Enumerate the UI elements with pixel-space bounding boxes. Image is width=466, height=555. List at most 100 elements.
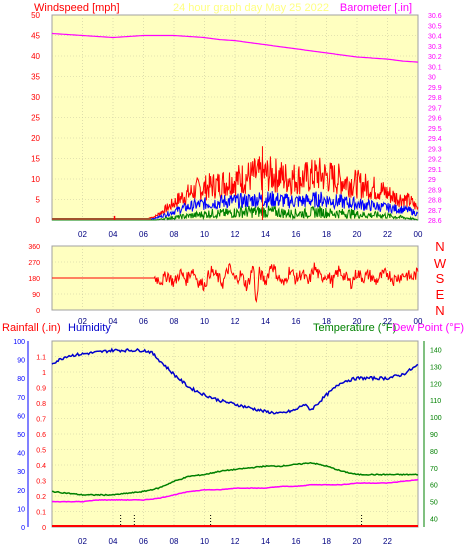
bottom-hour-tick-label: 06 — [139, 537, 148, 546]
humidity-tick-label: 30 — [17, 469, 25, 476]
barometer-tick-label: 29.4 — [428, 136, 442, 143]
series-dew-point — [51, 478, 419, 503]
rainfall-tick-label: 0.6 — [36, 432, 46, 439]
direction-label-w: W — [434, 256, 447, 271]
windspeed-tick-label: 40 — [31, 52, 40, 61]
axis-labels: 0510152025303540455028.628.728.828.92929… — [13, 11, 441, 546]
direction-tick-label: 0 — [36, 308, 40, 315]
barometer-tick-label: 30.5 — [428, 23, 442, 30]
direction-label-s: S — [436, 271, 445, 286]
rainfall-tick-label: 0 — [42, 525, 46, 532]
windspeed-tick-label: 50 — [31, 11, 40, 20]
direction-tick-label: 180 — [28, 276, 40, 283]
barometer-tick-label: 29.9 — [428, 85, 442, 92]
top-hour-tick-label: 06 — [139, 230, 148, 239]
series-barometer — [51, 32, 419, 63]
bottom-hour-tick-label: 16 — [292, 537, 301, 546]
barometer-tick-label: 28.8 — [428, 198, 442, 205]
humidity-tick-label: 50 — [17, 432, 25, 439]
barometer-tick-label: 29.2 — [428, 157, 442, 164]
barometer-tick-label: 29.1 — [428, 167, 442, 174]
windspeed-tick-label: 5 — [36, 196, 41, 205]
windspeed-tick-label: 0 — [36, 216, 41, 225]
barometer-tick-label: 30.1 — [428, 64, 442, 71]
windspeed-tick-label: 30 — [31, 93, 40, 102]
bottom-hour-tick-label: 08 — [170, 537, 179, 546]
direction-label-e: E — [436, 287, 445, 302]
temperature-tick-label: 80 — [430, 449, 438, 456]
barometer-tick-label: 30.4 — [428, 34, 442, 41]
windspeed-tick-label: 20 — [31, 134, 40, 143]
humidity-tick-label: 90 — [17, 358, 25, 365]
rainfall-tick-label: 0.8 — [36, 401, 46, 408]
grid-lines — [52, 15, 418, 527]
direction-hour-tick-label: 04 — [109, 317, 118, 326]
rainfall-tick-label: 1 — [42, 370, 46, 377]
bottom-hour-tick-label: 14 — [261, 537, 270, 546]
temperature-label: Temperature (°F) — [313, 322, 396, 334]
temperature-tick-label: 130 — [430, 364, 442, 371]
rainfall-tick-label: 0.7 — [36, 417, 46, 424]
top-hour-tick-label: 10 — [200, 230, 209, 239]
barometer-tick-label: 29.3 — [428, 146, 442, 153]
top-hour-tick-label: 08 — [170, 230, 179, 239]
top-hour-tick-label: 02 — [78, 230, 87, 239]
barometer-tick-label: 30.2 — [428, 54, 442, 61]
barometer-tick-label: 29.8 — [428, 95, 442, 102]
barometer-tick-label: 30.6 — [428, 13, 442, 20]
rainfall-label: Rainfall (.in) — [2, 322, 61, 334]
barometer-tick-label: 29.6 — [428, 116, 442, 123]
dew-point-label: Dew Point (°F) — [392, 322, 464, 334]
windspeed-tick-label: 45 — [31, 32, 40, 41]
bottom-hour-tick-label: 04 — [109, 537, 118, 546]
barometer-tick-label: 30.3 — [428, 44, 442, 51]
direction-hour-tick-label: 20 — [353, 317, 362, 326]
temperature-tick-label: 100 — [430, 415, 442, 422]
rainfall-tick-label: 0.2 — [36, 494, 46, 501]
temperature-tick-label: 140 — [430, 347, 442, 354]
windspeed-tick-label: 35 — [31, 73, 40, 82]
rainfall-tick-label: 1.1 — [36, 355, 46, 362]
humidity-tick-label: 20 — [17, 488, 25, 495]
humidity-tick-label: 40 — [17, 451, 25, 458]
bottom-hour-tick-label: 12 — [231, 537, 240, 546]
series-humidity — [51, 347, 419, 415]
direction-hour-tick-label: 12 — [231, 317, 240, 326]
direction-hour-tick-label: 08 — [170, 317, 179, 326]
temperature-tick-label: 120 — [430, 381, 442, 388]
rainfall-tick-label: 0.9 — [36, 386, 46, 393]
direction-tick-label: 270 — [28, 260, 40, 267]
temperature-tick-label: 70 — [430, 466, 438, 473]
top-hour-tick-label: 14 — [261, 230, 270, 239]
direction-hour-tick-label: 18 — [322, 317, 331, 326]
direction-labels: N W S E N — [434, 239, 447, 318]
barometer-tick-label: 28.7 — [428, 208, 442, 215]
temperature-tick-label: 40 — [430, 517, 438, 524]
humidity-tick-label: 10 — [17, 506, 25, 513]
barometer-tick-label: 29 — [428, 177, 436, 184]
direction-tick-label: 360 — [28, 244, 40, 251]
direction-hour-tick-label: 02 — [78, 317, 87, 326]
top-hour-tick-label: 20 — [353, 230, 362, 239]
bottom-hour-tick-label: 20 — [353, 537, 362, 546]
direction-tick-label: 90 — [32, 292, 40, 299]
windspeed-title: Windspeed [mph] — [34, 2, 120, 14]
humidity-tick-label: 80 — [17, 376, 25, 383]
direction-hour-tick-label: 06 — [139, 317, 148, 326]
top-hour-tick-label: 04 — [109, 230, 118, 239]
bottom-hour-tick-label: 22 — [383, 537, 392, 546]
barometer-tick-label: 29.5 — [428, 126, 442, 133]
humidity-tick-label: 60 — [17, 413, 25, 420]
direction-hour-tick-label: 22 — [383, 317, 392, 326]
bottom-hour-tick-label: 18 — [322, 537, 331, 546]
top-hour-tick-label: 00 — [414, 230, 423, 239]
top-hour-tick-label: 12 — [231, 230, 240, 239]
windspeed-tick-label: 10 — [31, 175, 40, 184]
humidity-label: Humidity — [68, 322, 111, 334]
series-lines — [51, 32, 419, 527]
direction-hour-tick-label: 14 — [261, 317, 270, 326]
direction-label-n-bottom: N — [435, 303, 444, 318]
series-temperature — [51, 461, 419, 497]
